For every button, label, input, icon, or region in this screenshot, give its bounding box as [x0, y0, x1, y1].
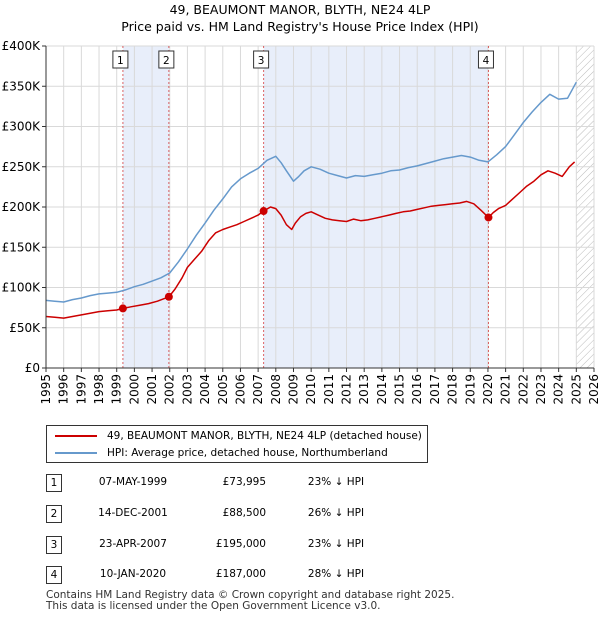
- x-tick-label: 2022: [516, 374, 530, 405]
- legend-swatch-hpi: [55, 452, 97, 454]
- y-tick-label: £100K: [2, 281, 42, 295]
- x-tick-label: 1997: [74, 374, 88, 405]
- sale-box-label-2: 2: [163, 55, 170, 67]
- x-tick-label: 2003: [180, 374, 194, 405]
- x-tick-label: 2018: [446, 374, 460, 405]
- transaction-date: 14-DEC-2001: [98, 507, 168, 519]
- legend-item-hpi: HPI: Average price, detached house, Nort…: [55, 445, 388, 461]
- footer-attribution: Contains HM Land Registry data © Crown c…: [46, 590, 454, 612]
- x-tick-label: 2011: [322, 374, 336, 405]
- x-tick-label: 2006: [233, 374, 247, 405]
- sale-point-3: [259, 207, 268, 216]
- chart-title: 49, BEAUMONT MANOR, BLYTH, NE24 4LP: [169, 2, 431, 17]
- y-tick-label: £250K: [2, 160, 42, 174]
- legend-label-property: 49, BEAUMONT MANOR, BLYTH, NE24 4LP (det…: [107, 430, 422, 442]
- y-tick-label: £200K: [2, 200, 42, 214]
- x-tick-label: 2009: [286, 374, 300, 405]
- sale-box-3: [253, 50, 270, 69]
- transaction-hpi-diff: 26% ↓ HPI: [307, 507, 365, 519]
- x-tick-label: 2004: [198, 374, 212, 405]
- x-tick-label: 2026: [587, 374, 600, 405]
- x-tick-label: 2012: [340, 374, 354, 405]
- y-tick-label: £150K: [2, 240, 42, 254]
- chart-legend: 49, BEAUMONT MANOR, BLYTH, NE24 4LP (det…: [46, 425, 428, 463]
- transaction-number: 1: [46, 474, 62, 492]
- x-tick-label: 1996: [57, 374, 71, 405]
- y-tick-label: £0: [25, 361, 40, 375]
- footer-line-2: This data is licensed under the Open Gov…: [46, 600, 381, 612]
- x-tick-label: 2008: [269, 374, 283, 405]
- y-tick-label: £50K: [9, 321, 41, 335]
- x-tick-label: 1998: [92, 374, 106, 405]
- transaction-hpi-diff: 28% ↓ HPI: [307, 568, 365, 580]
- transaction-price: £73,995: [222, 476, 266, 488]
- x-tick-label: 2000: [127, 374, 141, 405]
- x-tick-label: 2014: [375, 374, 389, 405]
- transaction-number: 3: [46, 536, 62, 554]
- x-tick-label: 2025: [569, 374, 583, 405]
- x-tick-label: 2016: [410, 374, 424, 405]
- sale-box-label-4: 4: [483, 55, 490, 67]
- transaction-hpi-diff: 23% ↓ HPI: [307, 538, 365, 550]
- legend-label-hpi: HPI: Average price, detached house, Nort…: [107, 447, 388, 459]
- transaction-price: £195,000: [215, 538, 266, 550]
- x-tick-label: 2007: [251, 374, 265, 405]
- x-tick-label: 1999: [110, 374, 124, 405]
- sale-point-2: [164, 292, 173, 301]
- sale-point-1: [118, 304, 127, 313]
- x-tick-label: 2021: [499, 374, 513, 405]
- x-tick-label: 2001: [145, 374, 159, 405]
- legend-item-property: 49, BEAUMONT MANOR, BLYTH, NE24 4LP (det…: [55, 428, 422, 444]
- sale-point-4: [484, 213, 493, 222]
- x-tick-label: 2023: [534, 374, 548, 405]
- transaction-number: 2: [46, 505, 62, 523]
- x-tick-label: 2010: [304, 374, 318, 405]
- transaction-date: 07-MAY-1999: [98, 476, 168, 488]
- transaction-hpi-diff: 23% ↓ HPI: [307, 476, 365, 488]
- y-tick-label: £350K: [2, 79, 42, 93]
- transaction-number: 4: [46, 566, 62, 584]
- sale-box-label-3: 3: [258, 55, 265, 67]
- transaction-date: 10-JAN-2020: [99, 568, 167, 580]
- chart-subtitle: Price paid vs. HM Land Registry's House …: [121, 19, 479, 34]
- y-tick-label: £400K: [2, 39, 42, 53]
- sale-box-2: [158, 50, 175, 69]
- x-tick-label: 2019: [463, 374, 477, 405]
- x-tick-label: 2015: [393, 374, 407, 405]
- footer-line-1: Contains HM Land Registry data © Crown c…: [46, 589, 455, 601]
- transaction-price: £187,000: [215, 568, 266, 580]
- series-line-hpi: [45, 81, 577, 303]
- transaction-price: £88,500: [222, 507, 266, 519]
- sale-box-4: [477, 50, 494, 69]
- y-tick-label: £300K: [2, 120, 42, 134]
- x-tick-label: 2002: [163, 374, 177, 405]
- legend-swatch-property: [55, 435, 97, 437]
- x-tick-label: 2024: [552, 374, 566, 405]
- x-tick-label: 2013: [357, 374, 371, 405]
- x-tick-label: 2020: [481, 374, 495, 405]
- sale-box-label-1: 1: [117, 55, 124, 67]
- x-tick-label: 1995: [39, 374, 53, 405]
- sale-box-1: [112, 50, 129, 69]
- transaction-date: 23-APR-2007: [99, 538, 167, 550]
- x-tick-label: 2017: [428, 374, 442, 405]
- price-chart: 1 2 3 4 £0 £50K £100K £150K £200K £250K £300K £350K…: [2, 39, 600, 405]
- x-tick-label: 2005: [216, 374, 230, 405]
